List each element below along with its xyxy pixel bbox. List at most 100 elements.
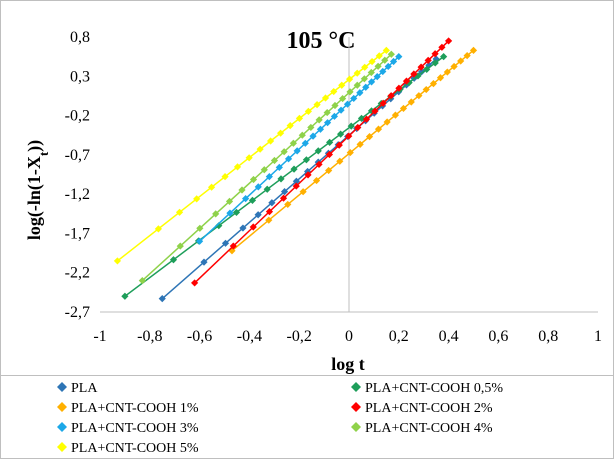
y-tick-label: 0,3 [70,68,90,85]
data-point [440,53,448,61]
x-axis-title: log t [331,354,365,374]
legend-label: PLA+CNT-COOH 2% [365,401,493,416]
data-point [304,107,312,115]
legend-item: PLA [57,381,98,396]
data-point [438,43,446,51]
data-point [346,88,354,96]
legend-label: PLA+CNT-COOH 4% [365,421,493,436]
data-point [313,100,321,109]
data-point [402,77,411,85]
legend-marker [57,442,67,452]
data-point [469,46,478,54]
data-point [450,62,458,71]
x-tick-label: -0,6 [187,328,212,345]
data-point [391,111,400,119]
data-point [266,137,275,145]
data-point [254,183,262,191]
y-axis-title-end: )) [24,140,45,152]
data-point [367,78,376,86]
data-point [226,209,234,217]
legend-label: PLA+CNT-COOH 0,5% [365,381,503,396]
data-point [387,92,395,100]
x-tick-label: 0,2 [389,328,409,345]
y-axis-title: log(-ln(1-Xt)) [24,140,51,240]
series-6 [113,46,390,265]
data-point [374,62,382,70]
data-point [353,81,361,89]
data-point [361,63,369,71]
data-point [389,57,398,66]
legend-label: PLA+CNT-COOH 3% [71,421,199,436]
data-point [225,197,234,205]
data-point [265,208,274,216]
data-point [263,185,271,193]
data-point [290,165,298,173]
y-tick-label: -2,2 [65,265,90,282]
data-point [367,68,375,77]
data-point [379,67,387,76]
legend-item: PLA+CNT-COOH 1% [57,401,199,416]
data-point [323,119,332,127]
data-point [422,85,430,94]
legend-marker [351,422,361,432]
data-point [280,188,289,196]
data-point [330,87,338,96]
data-point [254,211,262,219]
data-point [233,163,242,171]
data-point [418,68,426,76]
data-point [331,101,339,110]
plot-area: -1 -0,8 -0,6 -0,4 -0,2 0 0,2 0,4 0,6 0,8 1 0,8 0,3 -0… [65,29,602,345]
data-point [113,257,122,265]
data-point [280,148,288,156]
legend-item: PLA+CNT-COOH 3% [57,421,199,436]
data-point [395,53,403,61]
legend-marker [351,402,361,412]
y-tick-label: -0,2 [65,108,90,125]
data-point [436,74,445,82]
legend-item: PLA+CNT-COOH 5% [57,441,199,456]
data-point [292,182,300,190]
data-point [417,63,425,71]
data-point [286,122,294,130]
data-point [445,37,453,45]
data-point [249,223,257,231]
y-tick-label: 0,8 [70,29,90,46]
data-point [249,175,258,184]
data-point [239,224,247,232]
legend-marker [57,402,67,412]
data-point [276,129,285,137]
data-point [345,132,353,140]
x-tick-label: -0,4 [237,328,262,345]
data-point [309,132,317,140]
legend-item: PLA+CNT-COOH 4% [351,421,493,436]
data-point [176,242,184,250]
data-point [323,108,331,117]
data-point [298,131,306,139]
data-point [347,122,355,130]
data-point [292,177,301,185]
data-point [383,118,391,126]
legend-label: PLA+CNT-COOH 5% [71,441,199,456]
data-point [410,70,418,78]
data-point [343,100,352,108]
data-point [256,145,264,153]
data-point [463,52,471,60]
y-tick-label: -0,7 [65,147,90,164]
data-point [382,46,390,54]
data-point [158,295,166,303]
data-point [154,225,163,233]
data-point [335,141,343,149]
data-point [215,222,223,230]
data-point [373,73,381,81]
data-point [357,114,366,122]
series-4 [196,53,403,245]
data-point [301,139,309,147]
data-point [432,55,440,63]
data-point [379,99,387,107]
data-point [325,150,333,159]
series-3 [191,37,453,287]
data-point [284,200,292,209]
data-point [356,89,364,97]
data-point [293,147,301,155]
